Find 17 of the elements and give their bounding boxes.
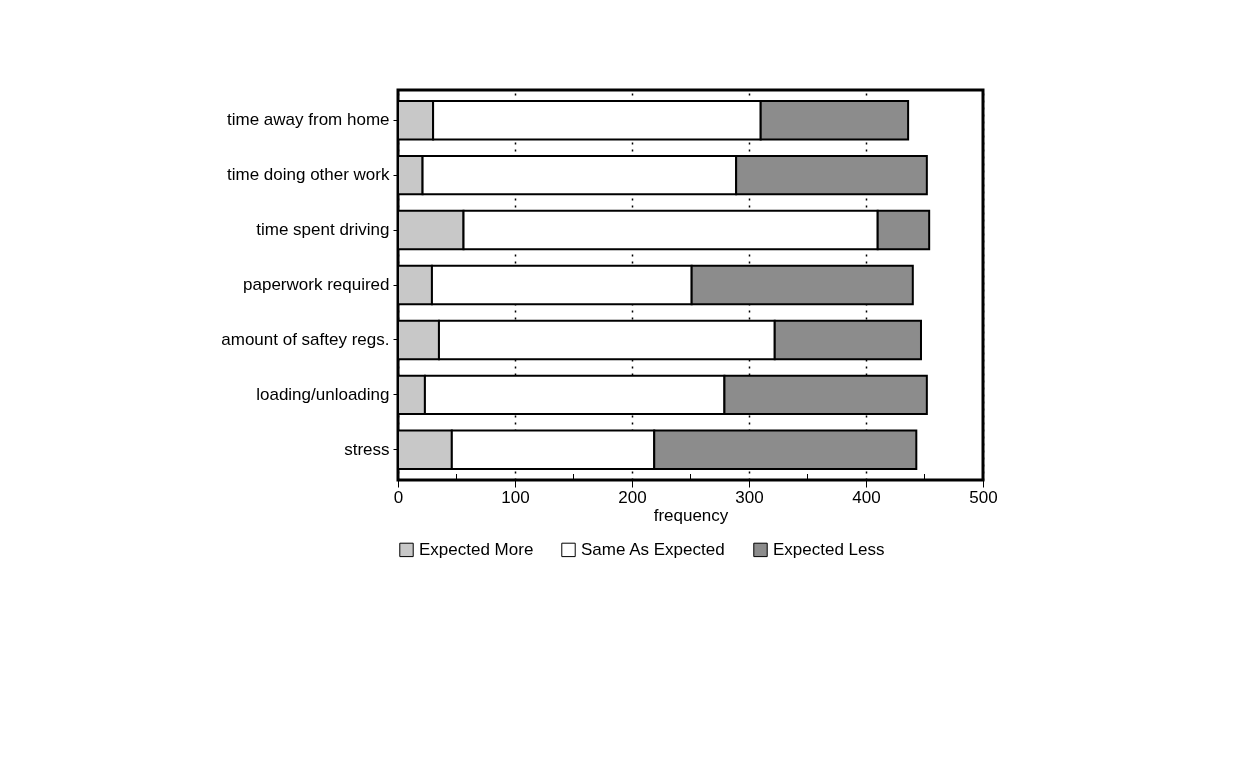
x-axis-title: frequency [653, 505, 729, 525]
y-tick-label: amount of saftey regs. [221, 329, 390, 349]
y-tick-label: time spent driving [256, 220, 390, 240]
y-tick-label: time away from home [227, 110, 390, 130]
y-tick-label: loading/unloading [256, 384, 390, 404]
x-tick-label: 300 [735, 487, 764, 507]
y-tick-label: paperwork required [243, 275, 390, 294]
x-tick-label: 500 [969, 487, 998, 507]
x-tick-label: 200 [618, 487, 647, 507]
x-tick-label: 0 [393, 487, 404, 507]
y-tick-label: stress [344, 439, 390, 459]
legend-label: Same As Expected [581, 539, 725, 559]
x-tick-label: 400 [852, 487, 881, 507]
x-tick-label: 100 [501, 487, 530, 507]
legend-label: Expected Less [773, 539, 885, 559]
y-tick-label: time doing other work [226, 165, 390, 185]
legend-label: Expected More [419, 539, 534, 559]
